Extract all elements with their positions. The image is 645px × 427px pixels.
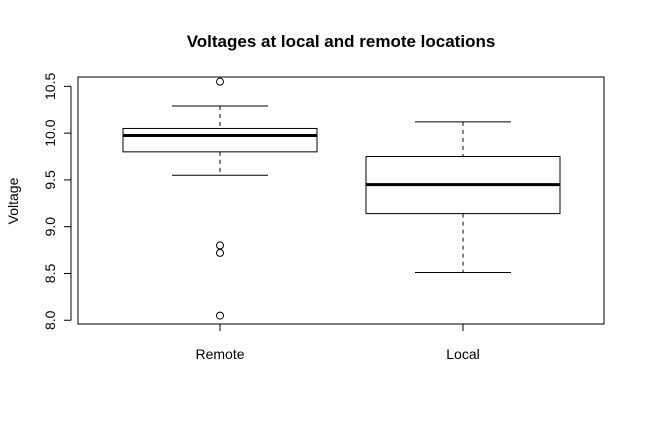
y-tick-label: 9.0 <box>42 217 58 237</box>
outlier-point <box>216 241 224 250</box>
chart-title: Voltages at local and remote locations <box>187 32 496 51</box>
y-tick-label: 8.5 <box>42 264 58 284</box>
outlier-point <box>216 311 224 320</box>
x-tick-label: Local <box>446 346 479 362</box>
x-tick-label: Remote <box>195 346 244 362</box>
x-axis: Remote Local <box>195 324 480 362</box>
y-tick-label: 10.5 <box>42 73 58 100</box>
y-tick-label: 9.5 <box>42 170 58 190</box>
box-local <box>365 121 561 274</box>
y-axis-label: Voltage <box>5 177 21 224</box>
iqr-box <box>122 127 318 153</box>
y-axis: 8.0 8.5 9.0 9.5 10.0 10.5 <box>42 73 72 330</box>
box-remote <box>122 77 318 320</box>
y-tick-label: 10.0 <box>42 119 58 146</box>
outlier-point <box>216 248 224 257</box>
plot-frame <box>77 76 605 325</box>
outlier-point <box>216 77 224 86</box>
y-tick-label: 8.0 <box>42 310 58 330</box>
box-group <box>122 77 561 320</box>
